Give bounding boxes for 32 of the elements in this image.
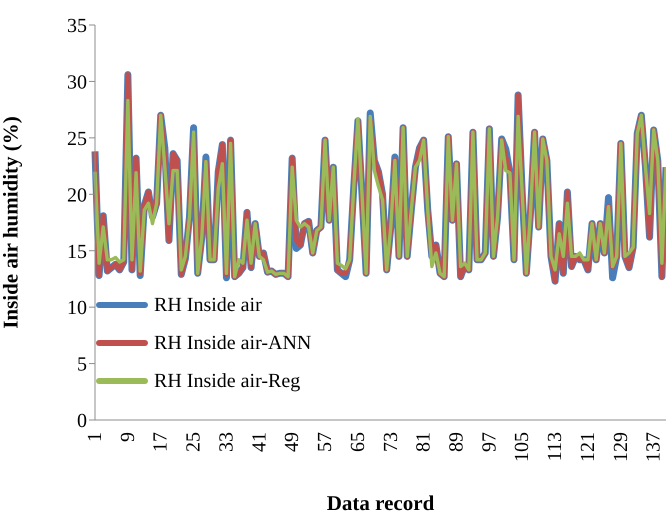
- x-tick-label: 129: [610, 432, 632, 462]
- x-tick-label: 137: [642, 432, 665, 462]
- x-tick-label: 9: [116, 432, 139, 442]
- x-tick-label: 97: [478, 432, 500, 452]
- legend-label: RH Inside air-Reg: [154, 370, 300, 392]
- y-tick-label: 20: [67, 184, 87, 206]
- y-tick-label: 15: [67, 240, 87, 263]
- y-tick-label: 25: [67, 128, 87, 150]
- y-tick-label: 30: [67, 72, 87, 94]
- y-axis-title: Inside air humidity (%): [0, 116, 22, 329]
- x-tick-label: 25: [182, 432, 205, 452]
- x-tick-label: 105: [511, 432, 534, 462]
- x-tick-label: 1: [84, 432, 106, 442]
- x-tick-label: 121: [576, 432, 599, 462]
- legend-label: RH Inside air-ANN: [154, 332, 312, 354]
- x-tick-label: 113: [544, 432, 566, 462]
- x-tick-label: 41: [248, 432, 270, 452]
- x-tick-label: 33: [215, 432, 238, 452]
- legend-label: RH Inside air: [154, 294, 262, 316]
- x-tick-label: 73: [380, 432, 402, 452]
- x-tick-label: 81: [412, 432, 435, 452]
- x-tick-label: 57: [314, 432, 336, 452]
- x-tick-label: 65: [346, 432, 369, 452]
- y-tick-label: 35: [67, 15, 87, 38]
- x-axis-title: Data record: [326, 491, 435, 512]
- line-series: [93, 98, 666, 278]
- y-tick-label: 10: [67, 297, 87, 320]
- x-tick-label: 49: [281, 432, 304, 452]
- x-tick-label: 89: [445, 432, 468, 452]
- y-tick-label: 5: [77, 354, 87, 376]
- x-tick-label: 17: [150, 432, 172, 452]
- y-tick-label: 0: [77, 410, 87, 432]
